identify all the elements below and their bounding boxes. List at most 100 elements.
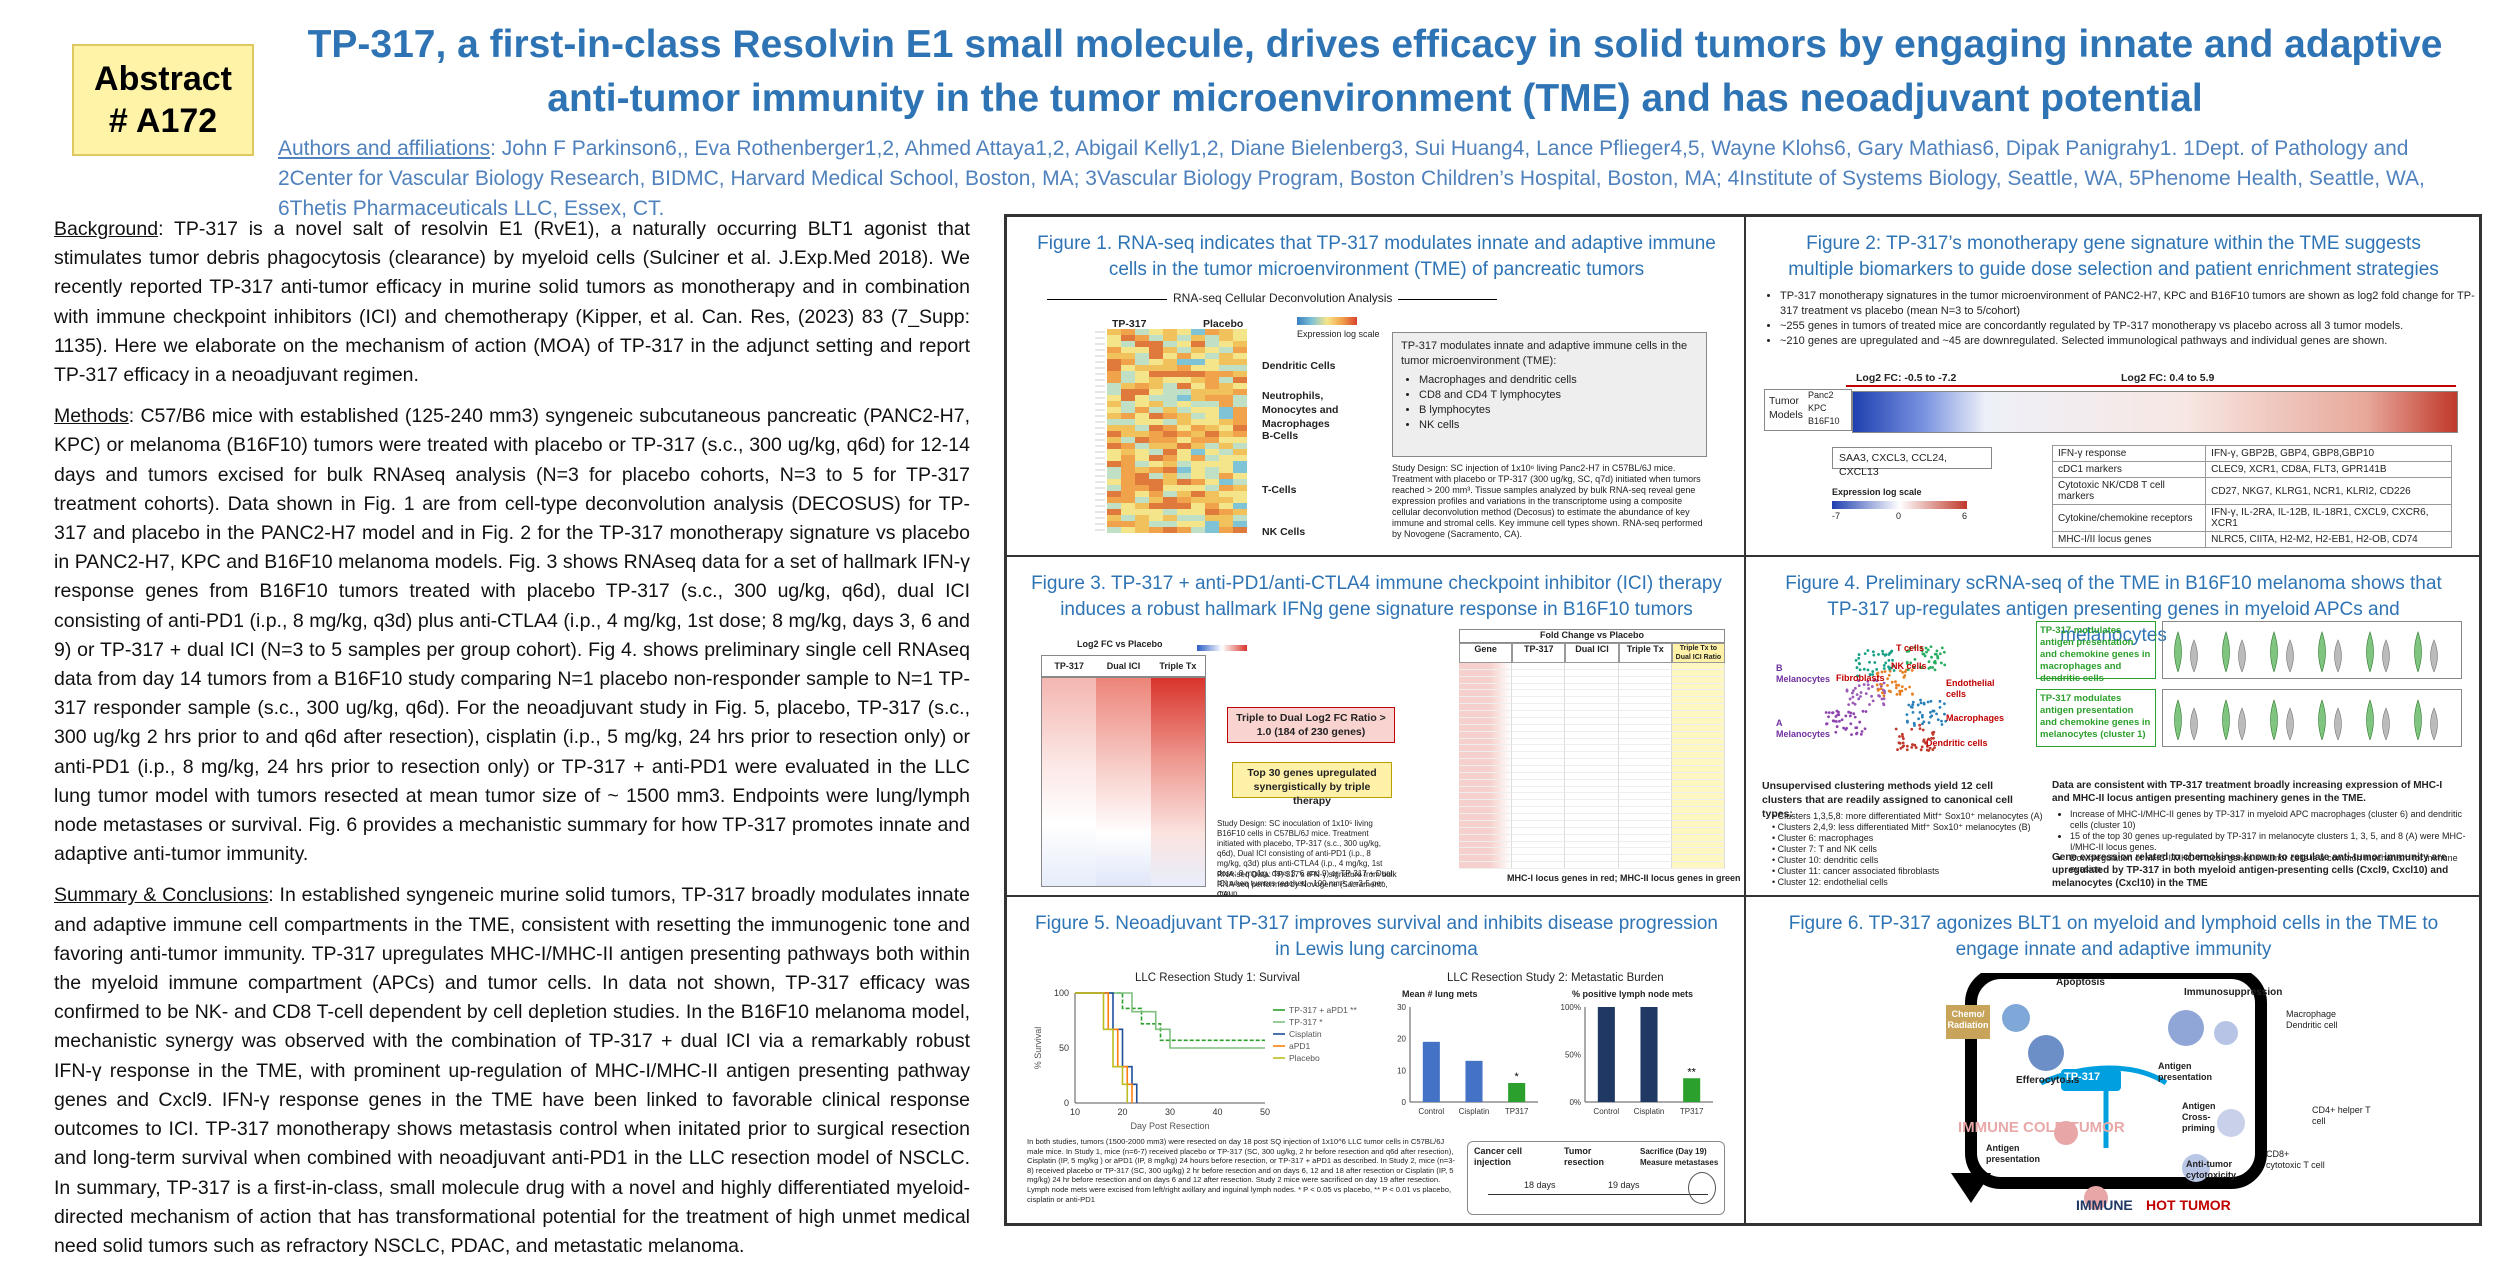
- heatmap-cell: [1107, 341, 1121, 347]
- umap-point: [1827, 715, 1830, 719]
- heatmap-cell: [1121, 443, 1135, 449]
- umap-point: [1931, 748, 1935, 752]
- heatmap-cell: [1163, 389, 1177, 395]
- umap-point: [1901, 741, 1905, 745]
- heatmap-cell: [1135, 467, 1149, 473]
- heatmap-cell: [1205, 425, 1219, 431]
- umap-point: [1844, 728, 1848, 731]
- umap-point: [1908, 646, 1912, 650]
- umap-point: [1854, 658, 1858, 662]
- table-cell: [1618, 731, 1672, 739]
- table-cell: [1618, 704, 1672, 712]
- y-tick-label: 0%: [1569, 1098, 1581, 1107]
- table-cell: [1459, 779, 1513, 787]
- heatmap-cell: [1135, 407, 1149, 413]
- umap-point: [1918, 727, 1922, 731]
- heatmap-cell: [1191, 425, 1205, 431]
- heatmap-cell: [1205, 467, 1219, 473]
- fig6-label: Macrophage Dendritic cell: [2286, 1009, 2338, 1030]
- umap-point: [1835, 709, 1839, 713]
- heatmap-cell: [1135, 395, 1149, 401]
- umap-point: [1853, 715, 1857, 719]
- fig6-label: Antigen presentation: [2158, 1061, 2213, 1082]
- umap-point: [1895, 683, 1898, 687]
- umap-point: [1868, 703, 1871, 706]
- figure-2-bullet: TP-317 monotherapy signatures in the tum…: [1780, 289, 2479, 319]
- heatmap-cell: [1205, 329, 1219, 335]
- umap-point: [1938, 705, 1942, 709]
- cluster-type: endothelial cells: [1823, 877, 1888, 887]
- heatmap-cell: [1107, 503, 1121, 509]
- umap-point: [1857, 679, 1860, 683]
- heatmap-cell: [1121, 503, 1135, 509]
- table-cell: [1459, 669, 1513, 677]
- heatmap-cell: [1177, 383, 1191, 389]
- table-cell: [1565, 834, 1619, 842]
- heatmap-cell: [1233, 467, 1247, 473]
- table-cell: [1459, 820, 1513, 828]
- table-cell: [1512, 855, 1566, 863]
- timeline-line: [1488, 1194, 1708, 1195]
- umap-point: [1940, 723, 1944, 726]
- heatmap-cell: [1163, 377, 1177, 383]
- umap-point: [1905, 662, 1909, 665]
- umap-point: [1835, 720, 1838, 723]
- umap-point: [1868, 660, 1871, 664]
- heatmap-cell: [1191, 431, 1205, 437]
- table-cell: [1512, 800, 1566, 808]
- umap-point: [1939, 661, 1943, 665]
- figure-grid: Figure 1. RNA-seq indicates that TP-317 …: [1004, 214, 2482, 1226]
- heatmap-cell: [1149, 407, 1163, 413]
- heatmap-cell: [1149, 389, 1163, 395]
- heatmap-cell: [1191, 371, 1205, 377]
- heatmap-cell: [1149, 437, 1163, 443]
- heatmap-cell: [1163, 461, 1177, 467]
- table-cell: [1671, 766, 1726, 773]
- poster-title: TP-317, a first-in-class Resolvin E1 sma…: [290, 18, 2460, 126]
- figure-1-heatmap: [1095, 329, 1247, 533]
- umap-point: [1859, 691, 1863, 694]
- heatmap-cell: [1149, 335, 1163, 341]
- umap-point: [1831, 711, 1835, 714]
- heatmap-cell: [1177, 341, 1191, 347]
- table-cell: [1512, 814, 1566, 821]
- figure-2-model: KPC: [1808, 403, 1827, 413]
- heatmap-cell: [1233, 419, 1247, 425]
- heatmap-cell: [1163, 371, 1177, 377]
- table-cell: [1565, 669, 1619, 677]
- table-cell: [1459, 759, 1513, 766]
- table-cell: [1671, 793, 1726, 801]
- umap-point: [1848, 714, 1852, 718]
- heatmap-cell: [1177, 527, 1191, 533]
- heatmap-cell: [1135, 341, 1149, 347]
- table-cell: [1618, 807, 1672, 815]
- umap-point: [1938, 652, 1942, 656]
- heatmap-cell: [1107, 383, 1121, 389]
- heatmap-cell: [1149, 467, 1163, 473]
- table-cell: [1512, 862, 1566, 869]
- table-cell: [1565, 848, 1619, 856]
- umap-point: [1917, 717, 1921, 721]
- methods-heading: Methods: [54, 405, 129, 428]
- heatmap-cell: [1233, 359, 1247, 365]
- heatmap-cell: [1177, 473, 1191, 479]
- heatmap-cell: [1219, 359, 1233, 365]
- cluster-type: more differentiated Mitf⁺ Sox10⁺ melanoc…: [1845, 811, 2043, 821]
- table-cell: [1512, 752, 1566, 760]
- heatmap-cell: [1233, 491, 1247, 497]
- heatmap-cell: [1163, 437, 1177, 443]
- umap-point: [1902, 675, 1906, 679]
- figure-5-title: Figure 5. Neoadjuvant TP-317 improves su…: [1035, 913, 1718, 960]
- x-tick-label: Cisplatin: [1459, 1107, 1490, 1116]
- heatmap-cell: [1149, 503, 1163, 509]
- heatmap-cell: [1205, 359, 1219, 365]
- heatmap-cell: [1107, 389, 1121, 395]
- heatmap-cell: [1149, 347, 1163, 353]
- heatmap-cell: [1191, 395, 1205, 401]
- heatmap-cell: [1149, 383, 1163, 389]
- table-cell: [1459, 827, 1513, 835]
- heatmap-cell: [1107, 425, 1121, 431]
- heatmap-cell: [1149, 401, 1163, 407]
- heatmap-cell: [1121, 383, 1135, 389]
- figure-1-box-list: Macrophages and dendritic cells CD8 and …: [1401, 373, 1698, 433]
